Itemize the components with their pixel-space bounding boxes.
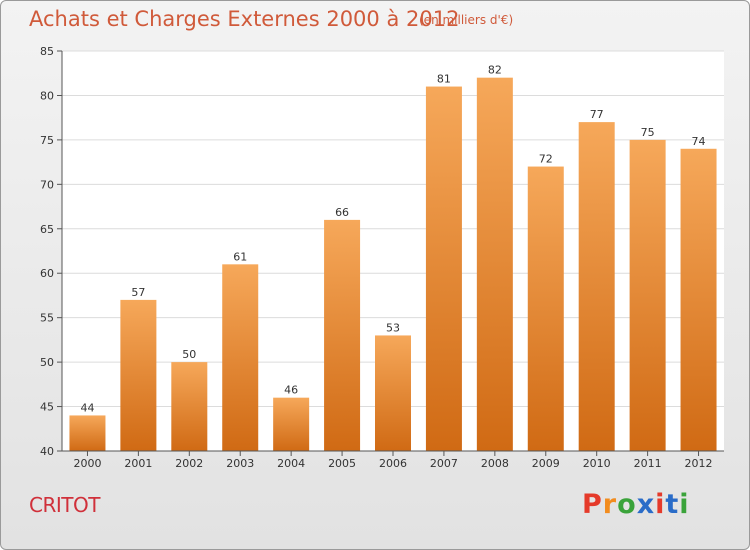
bar-2009	[527, 166, 564, 452]
bar-2007	[425, 86, 462, 452]
bar-2008	[476, 77, 513, 452]
y-tick-label: 55	[40, 312, 54, 325]
y-tick-label: 85	[40, 45, 54, 58]
y-tick-label: 40	[40, 445, 54, 458]
bar-2006	[375, 335, 411, 451]
x-tick-label-2010: 2010	[583, 457, 611, 470]
y-tick-label: 70	[40, 178, 54, 191]
x-tick-label-2000: 2000	[73, 457, 101, 470]
x-tick-label-2011: 2011	[634, 457, 662, 470]
x-tick-label-2009: 2009	[532, 457, 560, 470]
data-label-2003: 61	[233, 250, 247, 263]
x-tick-label-2012: 2012	[685, 457, 713, 470]
x-tick-label-2001: 2001	[124, 457, 152, 470]
data-label-2000: 44	[80, 401, 94, 414]
bar-2011	[629, 139, 666, 451]
bar-2001	[120, 299, 157, 451]
data-label-2001: 57	[131, 286, 145, 299]
bar-2003	[222, 264, 259, 451]
logo-letter: o	[617, 489, 637, 520]
data-labels: 44 57 50 61 46 66 53 81 82 72 77 75 74	[80, 64, 705, 415]
x-tick-label-2007: 2007	[430, 457, 458, 470]
data-label-2010: 77	[590, 108, 604, 121]
logo-letter: x	[636, 489, 656, 520]
bar-2005	[324, 219, 361, 451]
bar-2000	[69, 415, 106, 451]
y-tick-label: 75	[40, 134, 54, 147]
bar-2002	[171, 362, 208, 451]
bar-2012	[680, 148, 717, 451]
data-label-2006: 53	[386, 321, 400, 334]
chart-title: Achats et Charges Externes 2000 à 2012	[29, 7, 460, 31]
bar-2004	[273, 397, 310, 451]
data-label-2007: 81	[437, 73, 451, 86]
x-axis: 2000 2001 2002 2003 2004 2005 2006 2007 2008 2009…	[62, 450, 724, 470]
data-label-2002: 50	[182, 348, 196, 361]
x-tick-label-2005: 2005	[328, 457, 356, 470]
logo-letter: i	[655, 489, 666, 520]
proxiti-logo: Proxiti	[582, 489, 690, 520]
y-tick-label: 50	[40, 356, 54, 369]
x-tick-label-2004: 2004	[277, 457, 305, 470]
data-label-2009: 72	[539, 153, 553, 166]
y-axis: 40 45 50 55 60 65 70 75 80 85	[40, 45, 63, 458]
y-tick-label: 60	[40, 267, 54, 280]
chart-subtitle: (en milliers d'€)	[419, 13, 514, 27]
y-tick-label: 80	[40, 89, 54, 102]
bars	[69, 77, 717, 452]
data-label-2011: 75	[641, 126, 655, 139]
logo-letter: P	[582, 489, 603, 520]
x-tick-label-2008: 2008	[481, 457, 509, 470]
logo-letter: i	[679, 489, 690, 520]
commune-name: CRITOT	[29, 493, 100, 517]
y-tick-label: 65	[40, 223, 54, 236]
x-tick-label-2002: 2002	[175, 457, 203, 470]
x-tick-label-2003: 2003	[226, 457, 254, 470]
data-label-2008: 82	[488, 64, 502, 77]
data-label-2004: 46	[284, 384, 298, 397]
data-label-2012: 74	[692, 135, 706, 148]
data-label-2005: 66	[335, 206, 349, 219]
x-tick-label-2006: 2006	[379, 457, 407, 470]
bar-2010	[578, 122, 615, 451]
logo-letter: r	[602, 489, 618, 520]
y-tick-label: 45	[40, 401, 54, 414]
logo-letter: t	[665, 489, 680, 520]
